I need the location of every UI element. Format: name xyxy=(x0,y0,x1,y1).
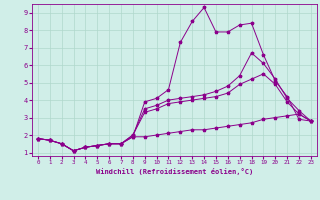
X-axis label: Windchill (Refroidissement éolien,°C): Windchill (Refroidissement éolien,°C) xyxy=(96,168,253,175)
